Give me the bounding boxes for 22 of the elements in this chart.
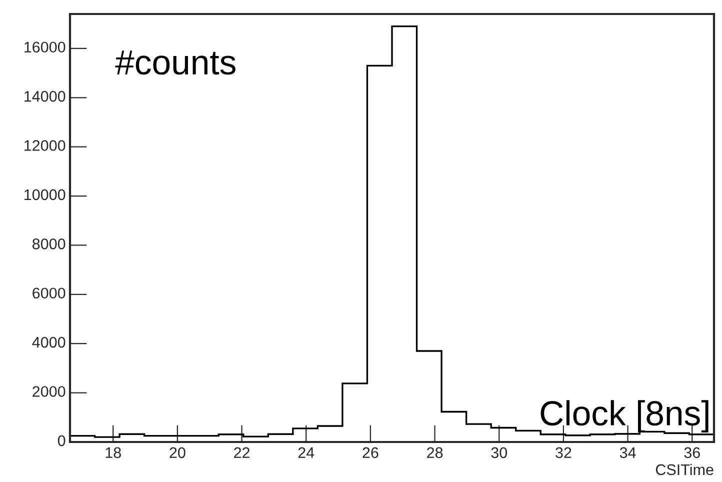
y-tick-label: 6000 xyxy=(32,288,66,299)
x-axis-title: CSITime xyxy=(656,464,714,476)
annotation: #counts xyxy=(115,50,236,75)
x-tick-label: 24 xyxy=(298,447,314,458)
y-tick-label: 0 xyxy=(58,435,66,446)
y-tick-label: 4000 xyxy=(32,336,66,348)
y-tick-label: 12000 xyxy=(24,140,66,151)
y-tick-label: 16000 xyxy=(24,42,66,53)
x-tick-label: 28 xyxy=(427,447,443,458)
annotation: Clock [8ns] xyxy=(540,400,708,433)
y-tick-label: 14000 xyxy=(24,90,66,102)
y-tick-label: 10000 xyxy=(24,189,66,200)
x-tick-label: 20 xyxy=(170,447,186,458)
x-tick-label: 32 xyxy=(556,447,572,458)
x-tick-label: 26 xyxy=(362,447,378,458)
y-tick-label: 8000 xyxy=(32,238,66,250)
x-tick-label: 22 xyxy=(234,447,250,458)
x-tick-label: 30 xyxy=(491,447,508,458)
x-tick-label: 34 xyxy=(620,447,636,458)
x-tick-label: 18 xyxy=(106,447,121,458)
x-tick-label: 36 xyxy=(684,447,700,458)
y-tick-label: 2000 xyxy=(32,386,66,397)
